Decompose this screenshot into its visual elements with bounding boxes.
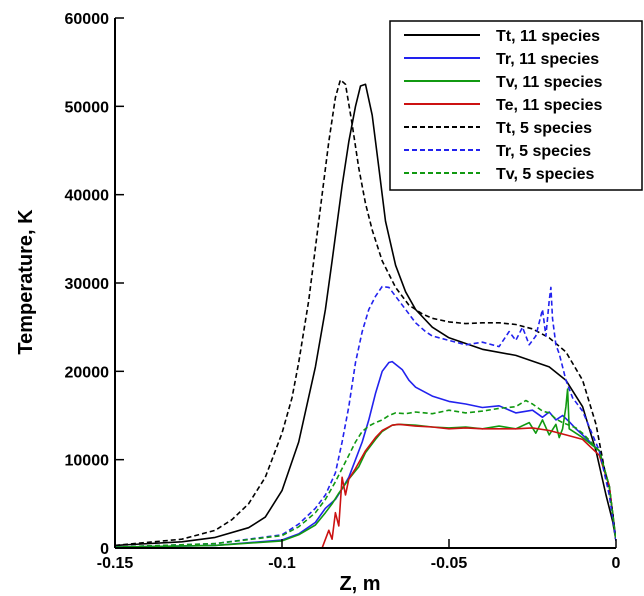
x-tick-label: -0.1 <box>268 555 296 572</box>
x-axis-title: Z, m <box>339 573 380 595</box>
series-line-tv-5-species <box>115 399 616 548</box>
legend-label-tv-11-species: Tv, 11 species <box>496 74 603 91</box>
y-tick-label: 0 <box>100 541 109 558</box>
y-tick-label: 50000 <box>65 99 110 116</box>
series-line-tt-11-species <box>115 83 616 547</box>
y-tick-label: 30000 <box>65 276 110 293</box>
series-line-tv-11-species <box>115 388 616 548</box>
series-line-tt-5-species <box>115 79 616 547</box>
y-axis-title: Temperature, K <box>15 209 37 355</box>
legend-box <box>389 20 643 191</box>
legend: Tt, 11 species Tr, 11 species Tv, 11 speci… <box>389 20 643 191</box>
plot-area <box>115 79 616 548</box>
legend-label-te-11-species: Te, 11 species <box>496 97 603 114</box>
y-tick-label: 10000 <box>65 453 110 470</box>
series-line-tr-5-species <box>115 285 616 548</box>
series-layer <box>115 79 616 548</box>
legend-label-tt-11-species: Tt, 11 species <box>496 28 600 45</box>
legend-label-tt-5-species: Tt, 5 species <box>496 120 592 137</box>
ticks-layer: -0.15 -0.1 -0.05 0 0 10000 20000 30000 40000 5000… <box>65 11 621 572</box>
y-tick-label: 20000 <box>65 364 110 381</box>
y-tick-label: 40000 <box>65 188 110 205</box>
legend-label-tv-5-species: Tv, 5 species <box>496 166 595 183</box>
x-tick-label: 0 <box>612 555 621 572</box>
legend-label-tr-5-species: Tr, 5 species <box>496 143 591 160</box>
legend-label-tr-11-species: Tr, 11 species <box>496 51 599 68</box>
series-line-te-11-species <box>321 423 616 548</box>
x-tick-label: -0.05 <box>431 555 468 572</box>
y-tick-label: 60000 <box>65 11 110 28</box>
x-tick-label: -0.15 <box>97 555 134 572</box>
